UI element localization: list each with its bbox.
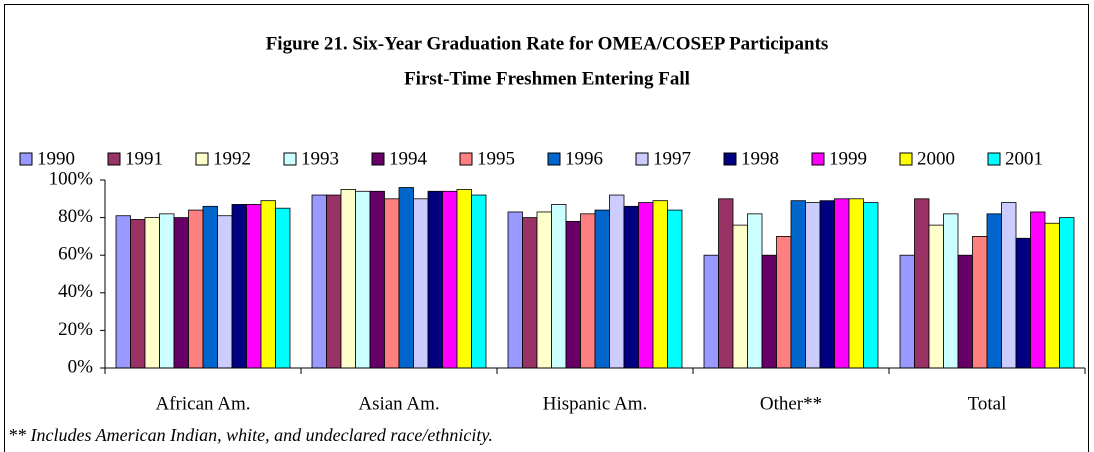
bar bbox=[246, 204, 262, 369]
bar bbox=[863, 202, 879, 369]
bar bbox=[761, 254, 777, 369]
x-tick-label: Other** bbox=[760, 393, 822, 414]
bar bbox=[580, 213, 596, 369]
bar bbox=[369, 190, 385, 369]
bar bbox=[471, 194, 487, 369]
legend-label: 1991 bbox=[125, 148, 163, 169]
bar bbox=[718, 198, 734, 369]
legend-label: 2001 bbox=[1005, 148, 1043, 169]
chart-title: Figure 21. Six-Year Graduation Rate for … bbox=[266, 33, 829, 54]
bar bbox=[115, 215, 131, 369]
legend-swatch bbox=[371, 152, 385, 166]
bar bbox=[732, 224, 748, 369]
bar bbox=[260, 200, 276, 369]
legend-swatch bbox=[195, 152, 209, 166]
legend-swatch bbox=[899, 152, 913, 166]
legend-label: 1998 bbox=[741, 148, 779, 169]
bar bbox=[914, 198, 930, 369]
bar bbox=[703, 254, 719, 369]
bar bbox=[507, 211, 523, 369]
bar bbox=[805, 202, 821, 369]
bar bbox=[638, 202, 654, 369]
bar bbox=[1001, 202, 1017, 369]
bar bbox=[899, 254, 915, 369]
bar bbox=[957, 254, 973, 369]
bar bbox=[413, 198, 429, 369]
bar bbox=[834, 198, 850, 369]
bar bbox=[326, 194, 342, 369]
legend-label: 2000 bbox=[917, 148, 955, 169]
bar bbox=[384, 198, 400, 369]
bar bbox=[311, 194, 327, 369]
legend-label: 1995 bbox=[477, 148, 515, 169]
bar bbox=[747, 213, 763, 369]
bar bbox=[173, 217, 189, 369]
bar bbox=[217, 215, 233, 369]
legend-swatch bbox=[635, 152, 649, 166]
y-tick-label: 20% bbox=[58, 319, 93, 340]
x-tick-label: Total bbox=[968, 393, 1007, 414]
bar bbox=[1059, 217, 1075, 369]
bar bbox=[522, 217, 538, 369]
bar bbox=[986, 213, 1002, 369]
bar bbox=[355, 190, 371, 369]
bar bbox=[442, 190, 458, 369]
bar bbox=[972, 235, 988, 369]
bar bbox=[188, 209, 204, 369]
bar bbox=[565, 220, 581, 369]
y-tick-label: 60% bbox=[58, 244, 93, 265]
legend-swatch bbox=[107, 152, 121, 166]
bar bbox=[790, 200, 806, 369]
bar bbox=[398, 187, 414, 369]
bar bbox=[202, 205, 218, 369]
legend-label: 1994 bbox=[389, 148, 428, 169]
legend-label: 1990 bbox=[37, 148, 75, 169]
legend-label: 1996 bbox=[565, 148, 603, 169]
bar bbox=[667, 209, 683, 369]
legend-swatch bbox=[283, 152, 297, 166]
legend-swatch bbox=[547, 152, 561, 166]
y-tick-label: 0% bbox=[68, 356, 94, 377]
y-tick-label: 40% bbox=[58, 281, 93, 302]
bar bbox=[609, 194, 625, 369]
x-tick-label: African Am. bbox=[156, 393, 251, 414]
y-tick-label: 100% bbox=[49, 168, 94, 189]
bar bbox=[551, 204, 567, 369]
bar bbox=[1030, 211, 1046, 369]
bar bbox=[943, 213, 959, 369]
bar bbox=[594, 209, 610, 369]
bar bbox=[1044, 222, 1060, 369]
bar bbox=[1015, 237, 1031, 369]
bar bbox=[623, 205, 639, 369]
legend-swatch bbox=[19, 152, 33, 166]
bar bbox=[130, 219, 146, 369]
bar bbox=[159, 213, 175, 369]
bar bbox=[928, 224, 944, 369]
bar bbox=[652, 200, 668, 369]
x-tick-label: Hispanic Am. bbox=[543, 393, 648, 414]
bar bbox=[340, 188, 356, 369]
bar bbox=[456, 188, 472, 369]
bar bbox=[275, 207, 291, 369]
x-tick-label: Asian Am. bbox=[358, 393, 439, 414]
legend-swatch bbox=[723, 152, 737, 166]
footnote: ** Includes American Indian, white, and … bbox=[8, 425, 493, 445]
y-tick-label: 80% bbox=[58, 206, 93, 227]
legend-swatch bbox=[987, 152, 1001, 166]
bar bbox=[144, 217, 160, 369]
legend-swatch bbox=[459, 152, 473, 166]
legend-swatch bbox=[811, 152, 825, 166]
legend-label: 1999 bbox=[829, 148, 867, 169]
bar bbox=[819, 200, 835, 369]
bar bbox=[848, 198, 864, 369]
bar bbox=[536, 211, 552, 369]
bar bbox=[427, 190, 443, 369]
bar bbox=[776, 235, 792, 369]
legend-label: 1993 bbox=[301, 148, 339, 169]
legend-label: 1997 bbox=[653, 148, 691, 169]
bar bbox=[231, 204, 247, 369]
chart-subtitle: First-Time Freshmen Entering Fall bbox=[404, 68, 690, 89]
legend-label: 1992 bbox=[213, 148, 251, 169]
